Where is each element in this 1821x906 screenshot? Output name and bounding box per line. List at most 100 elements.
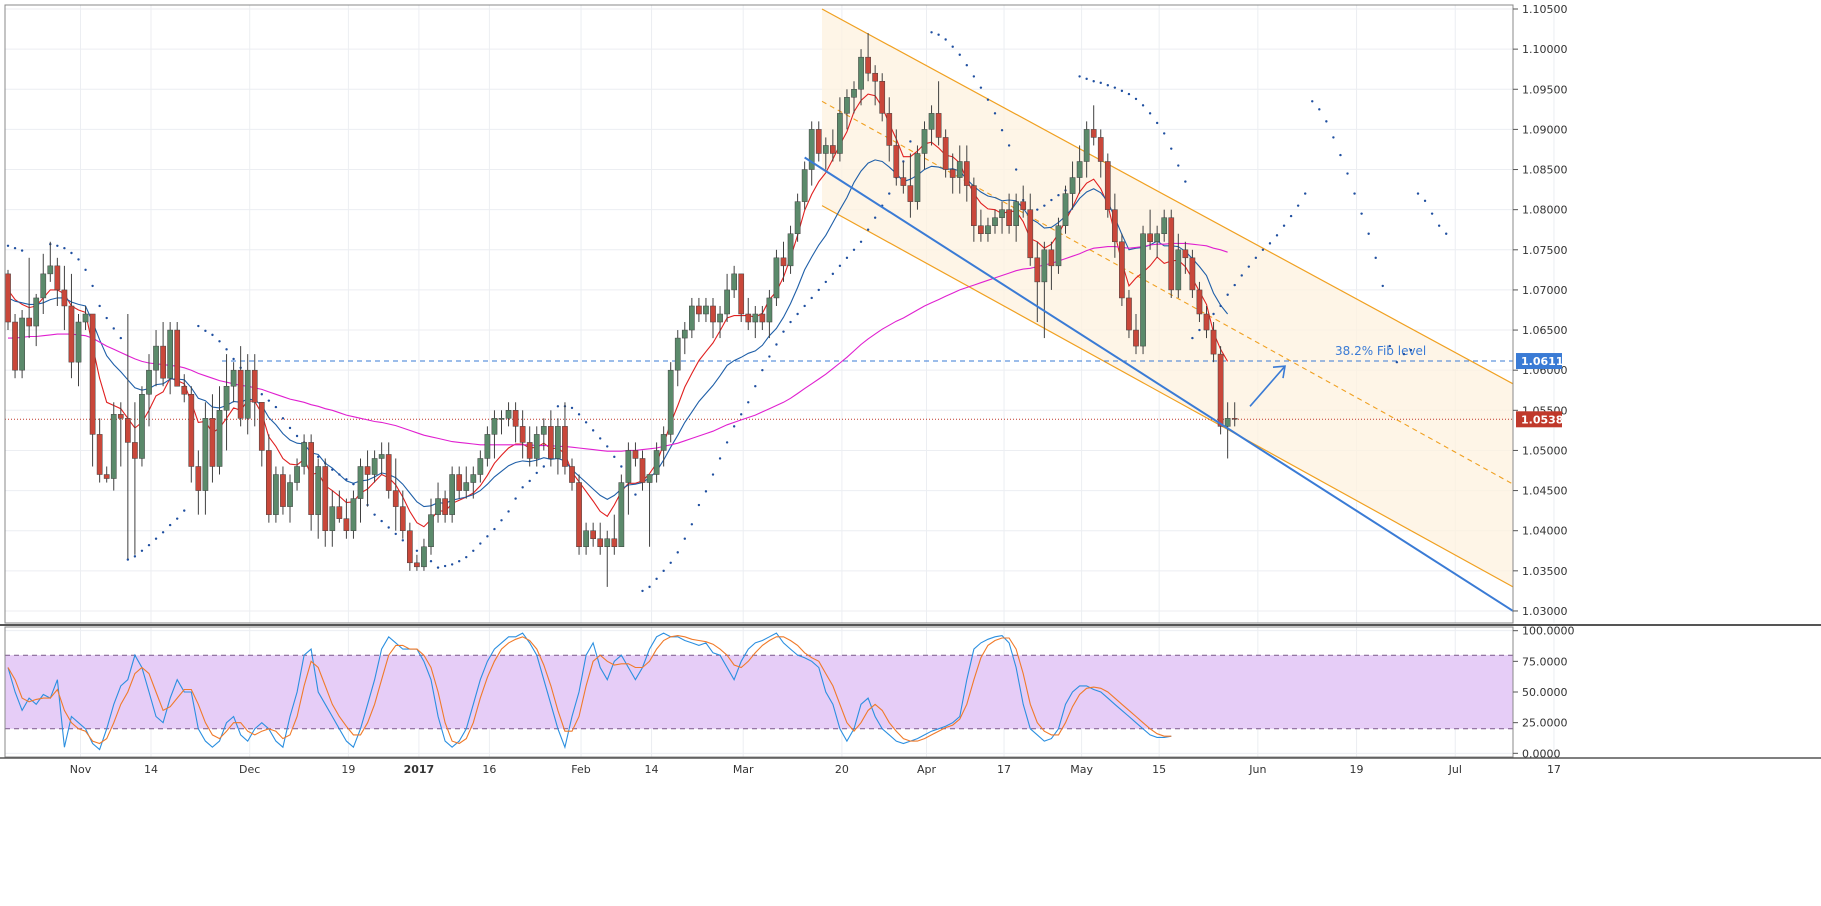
candle-down: [971, 177, 977, 242]
candle-up: [1154, 225, 1161, 258]
candle-up: [301, 434, 307, 475]
psar-dot: [613, 455, 616, 459]
candle-up: [463, 466, 470, 499]
psar-dot: [105, 316, 108, 320]
psar-dot: [415, 549, 419, 552]
psar-dot: [1254, 256, 1258, 260]
candle-body: [442, 498, 448, 515]
candle-body: [526, 442, 533, 459]
arrow-head: [1272, 365, 1286, 379]
candle-body: [350, 498, 357, 531]
psar-dot: [718, 457, 722, 460]
psar-dot: [1134, 97, 1138, 101]
candle-body: [1041, 249, 1048, 283]
candle-body: [33, 297, 40, 327]
candle-down: [1182, 241, 1189, 274]
psar-dot: [1191, 336, 1194, 340]
candle-up: [752, 305, 759, 339]
candle-body: [1090, 129, 1097, 138]
candle-body: [1076, 161, 1083, 178]
candle-up: [477, 450, 484, 483]
candle-body: [1013, 201, 1019, 226]
psar-dot: [725, 441, 729, 444]
candle-down: [54, 257, 61, 306]
psar-dot: [1127, 92, 1131, 96]
candle-up: [681, 322, 688, 355]
candle-up: [202, 402, 209, 515]
psar-dot: [606, 445, 609, 448]
psar-dot: [641, 589, 644, 593]
stochastic-k-line: [7, 632, 1172, 751]
candle-body: [1231, 418, 1238, 420]
candle-down: [696, 297, 702, 323]
psar-dot: [965, 63, 968, 67]
psar-dot: [1388, 344, 1392, 348]
candle-body: [583, 530, 589, 548]
candle-body: [188, 394, 195, 467]
candle-up: [1161, 209, 1168, 242]
candle-body: [766, 297, 773, 323]
candle-body: [935, 113, 942, 138]
candle-down: [1231, 402, 1238, 427]
candle-up: [985, 217, 991, 242]
candle-up: [82, 305, 89, 331]
candle-down: [1126, 289, 1132, 339]
candle-down: [26, 257, 32, 339]
pane-frames: [0, 4, 1821, 759]
candle-body: [886, 113, 893, 146]
candle-body: [611, 538, 618, 548]
psar-dot: [211, 333, 214, 337]
price-tick-label: 1.10000: [1522, 43, 1568, 56]
candle-down: [456, 466, 463, 499]
candle-up: [583, 522, 589, 555]
psar-dot: [1085, 77, 1088, 81]
time-tick-label: 19: [1350, 763, 1364, 776]
candle-up: [19, 309, 25, 379]
psar-dot: [1346, 172, 1349, 175]
psar-dot: [704, 490, 708, 493]
time-tick-label: Jun: [1248, 763, 1266, 776]
candle-down: [174, 322, 181, 387]
candle-down: [1147, 209, 1153, 250]
candle-body: [294, 466, 300, 483]
psar-dot: [458, 560, 461, 563]
price-tick-label: 1.09500: [1522, 83, 1568, 96]
candle-body: [745, 313, 752, 323]
candle-up: [921, 121, 928, 170]
candle-down: [125, 314, 131, 559]
candle-body: [1161, 217, 1168, 234]
candle-body: [576, 482, 582, 548]
psar-dot: [1268, 242, 1272, 245]
price-tick-label: 1.08500: [1522, 164, 1568, 177]
candle-body: [477, 458, 484, 475]
candle-body: [1027, 209, 1034, 259]
candle-body: [1006, 209, 1012, 226]
candle-down: [1097, 129, 1104, 178]
candle-body: [837, 113, 843, 154]
candle-up: [992, 209, 998, 234]
psar-dot: [986, 98, 990, 101]
price-tick-label: 1.09000: [1522, 123, 1568, 136]
psar-dot: [1374, 256, 1377, 260]
candle-body: [921, 129, 928, 154]
candle-body: [308, 442, 314, 515]
candle-body: [1203, 313, 1210, 331]
psar-dot: [387, 526, 390, 529]
psar-dot: [556, 405, 560, 408]
psar-dot: [1247, 265, 1251, 268]
candle-body: [266, 450, 272, 515]
stochastic-tick-label: 50.0000: [1522, 686, 1568, 699]
stochastic-oscillator: [5, 632, 1513, 751]
psar-dot: [683, 537, 686, 540]
candle-body: [399, 506, 406, 531]
candle-up: [808, 121, 815, 186]
candle-down: [1020, 185, 1027, 218]
psar-dot: [1282, 224, 1286, 227]
candle-up: [470, 466, 477, 499]
support-trendline: [804, 156, 1514, 612]
candle-body: [1168, 217, 1175, 291]
candle-down: [548, 410, 554, 467]
psar-dot: [754, 385, 757, 388]
psar-dot: [1120, 89, 1124, 93]
candle-up: [858, 49, 864, 106]
